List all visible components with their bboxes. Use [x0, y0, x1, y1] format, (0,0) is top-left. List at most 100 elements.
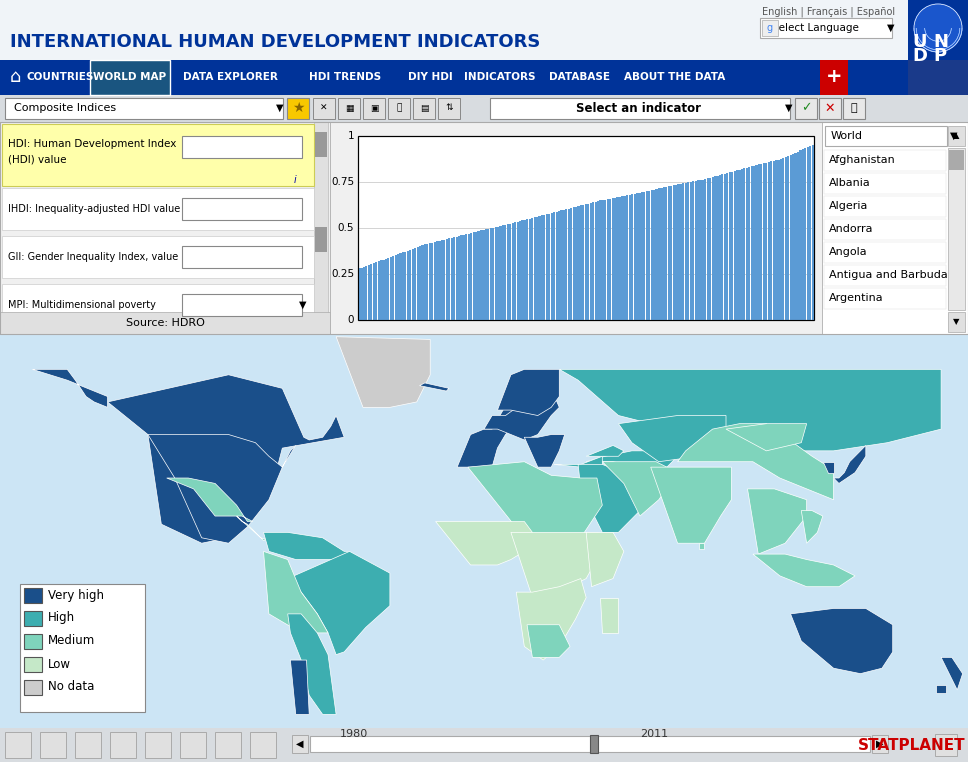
Polygon shape — [833, 446, 865, 483]
Bar — [670, 186, 672, 320]
Bar — [843, 98, 865, 119]
Bar — [658, 188, 660, 320]
Text: +: + — [826, 68, 842, 87]
Bar — [540, 60, 620, 95]
Text: Albania: Albania — [829, 178, 871, 188]
Bar — [935, 734, 957, 756]
Bar — [597, 201, 599, 320]
Bar — [424, 245, 426, 320]
Bar — [507, 224, 509, 320]
Bar — [726, 173, 728, 320]
Bar — [182, 136, 302, 158]
Polygon shape — [525, 434, 564, 467]
Bar — [734, 171, 736, 320]
Polygon shape — [753, 554, 855, 587]
Bar — [710, 178, 711, 320]
Bar — [614, 198, 617, 320]
Bar — [687, 182, 689, 320]
Polygon shape — [619, 415, 726, 462]
Bar — [390, 257, 392, 320]
Bar — [509, 223, 511, 320]
Bar — [470, 233, 472, 320]
Bar — [697, 180, 699, 320]
Bar — [461, 235, 463, 320]
Text: ▶: ▶ — [876, 739, 884, 749]
Text: GII: Gender Inequality Index, value: GII: Gender Inequality Index, value — [8, 252, 178, 262]
Bar — [602, 200, 604, 320]
Bar — [453, 237, 455, 320]
Bar — [731, 171, 733, 320]
Polygon shape — [107, 375, 345, 543]
Bar — [24, 588, 42, 603]
Bar — [363, 98, 385, 119]
Bar — [429, 243, 431, 320]
Bar — [705, 179, 707, 320]
Bar — [414, 248, 416, 320]
Bar — [402, 252, 404, 320]
Text: 0.75: 0.75 — [331, 177, 354, 187]
Bar — [558, 211, 560, 320]
Circle shape — [914, 4, 962, 52]
Polygon shape — [484, 389, 560, 440]
Bar — [485, 229, 487, 320]
Polygon shape — [650, 467, 732, 543]
Text: ✓: ✓ — [801, 101, 811, 114]
Text: HDI: Human Development Index: HDI: Human Development Index — [8, 139, 176, 149]
Bar — [560, 210, 562, 320]
Bar — [90, 60, 170, 95]
Bar — [578, 206, 580, 320]
Text: Very high: Very high — [48, 588, 104, 601]
Bar — [182, 198, 302, 220]
Text: Andorra: Andorra — [829, 224, 873, 234]
Bar — [358, 268, 360, 320]
Text: COUNTRIES: COUNTRIES — [26, 72, 94, 82]
Polygon shape — [802, 511, 823, 543]
Bar — [519, 221, 521, 320]
Bar — [490, 98, 790, 119]
Bar — [388, 98, 410, 119]
Bar — [570, 208, 572, 320]
Bar — [626, 195, 628, 320]
Polygon shape — [527, 625, 570, 658]
Polygon shape — [148, 434, 296, 543]
Bar — [551, 213, 553, 320]
Bar — [387, 258, 389, 320]
Bar — [546, 214, 548, 320]
Bar — [180, 732, 206, 758]
Polygon shape — [678, 424, 833, 500]
Bar — [527, 219, 529, 320]
Bar — [745, 168, 748, 320]
Bar — [795, 152, 797, 320]
Polygon shape — [587, 533, 623, 587]
Text: N: N — [933, 33, 948, 51]
Polygon shape — [936, 684, 947, 693]
Bar — [820, 60, 848, 95]
Bar — [660, 188, 662, 320]
Text: ▣: ▣ — [370, 104, 378, 113]
Bar — [621, 197, 623, 320]
Bar — [729, 172, 731, 320]
Bar — [758, 165, 760, 320]
Bar — [655, 189, 657, 320]
Bar — [373, 263, 375, 320]
Bar — [490, 228, 492, 320]
Bar — [529, 219, 530, 320]
Bar — [711, 177, 713, 320]
Bar — [2, 124, 314, 186]
Bar — [395, 255, 397, 320]
Text: 1: 1 — [348, 131, 354, 141]
Bar — [477, 231, 479, 320]
Polygon shape — [587, 446, 623, 456]
Bar — [24, 657, 42, 672]
Bar — [663, 187, 665, 320]
Bar — [512, 223, 514, 320]
Text: World: World — [831, 131, 863, 141]
Bar — [463, 235, 465, 320]
Text: ▲: ▲ — [953, 132, 959, 140]
Polygon shape — [791, 608, 892, 674]
Bar — [804, 149, 806, 320]
Bar — [416, 247, 419, 320]
Bar — [315, 132, 327, 157]
Bar — [822, 122, 968, 334]
Bar — [0, 95, 968, 122]
